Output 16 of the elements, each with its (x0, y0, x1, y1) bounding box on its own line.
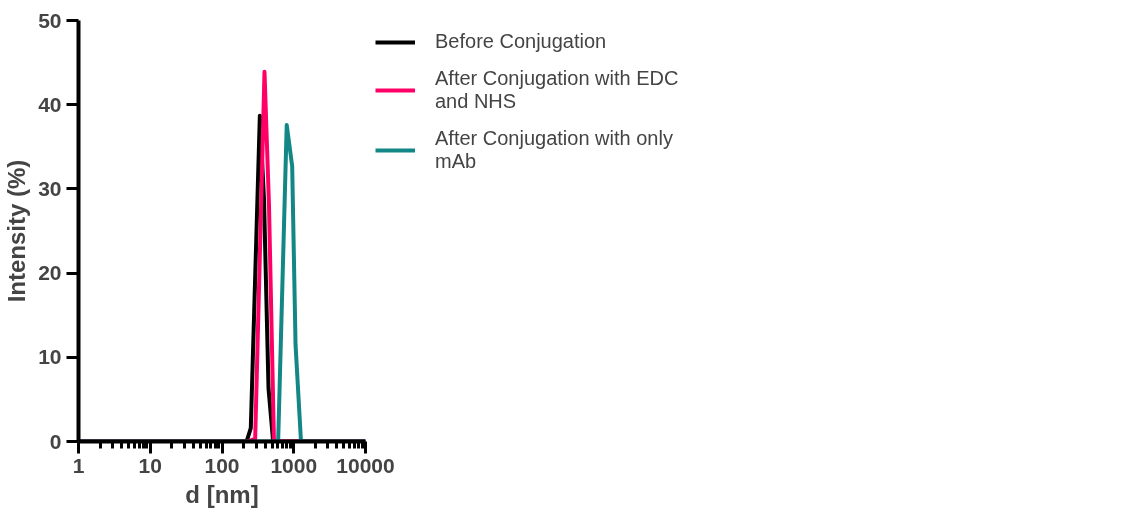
x-tick-label: 10 (138, 453, 162, 477)
x-tick-label: 1 (72, 453, 85, 477)
legend-label: Before Conjugation (435, 30, 607, 53)
y-tick-label: 30 (38, 176, 62, 200)
legend-label: After Conjugation with EDC and NHS (435, 67, 679, 113)
legend-label: After Conjugation with only mAb (435, 127, 673, 173)
y-tick-label: 0 (49, 429, 62, 453)
y-tick-label: 10 (38, 345, 62, 369)
x-tick-label: 10000 (336, 453, 395, 477)
y-tick-label: 20 (38, 261, 62, 285)
y-axis-title: Intensity (%) (3, 159, 31, 303)
x-tick-label: 1000 (270, 453, 318, 477)
y-tick-label: 40 (38, 92, 62, 116)
y-tick-label: 50 (38, 8, 62, 32)
x-tick-label: 100 (204, 453, 240, 477)
x-axis-title: d [nm] (185, 480, 259, 508)
